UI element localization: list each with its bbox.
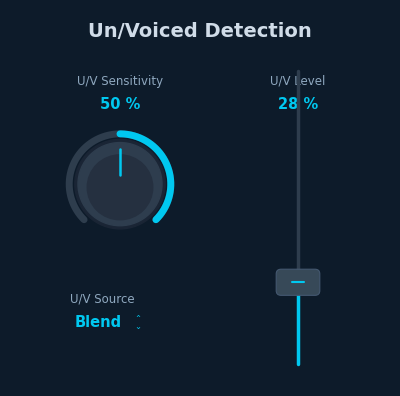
Text: 50 %: 50 % — [100, 97, 140, 112]
Circle shape — [87, 155, 153, 220]
Text: ⌃
⌄: ⌃ ⌄ — [134, 314, 142, 331]
Text: U/V Level: U/V Level — [270, 75, 326, 88]
Text: U/V Sensitivity: U/V Sensitivity — [77, 75, 163, 88]
Text: Un/Voiced Detection: Un/Voiced Detection — [88, 22, 312, 41]
Text: U/V Source: U/V Source — [70, 293, 134, 305]
Text: Blend: Blend — [74, 315, 122, 330]
Circle shape — [75, 139, 165, 229]
Circle shape — [78, 143, 162, 226]
Text: 28 %: 28 % — [278, 97, 318, 112]
FancyBboxPatch shape — [276, 269, 320, 295]
